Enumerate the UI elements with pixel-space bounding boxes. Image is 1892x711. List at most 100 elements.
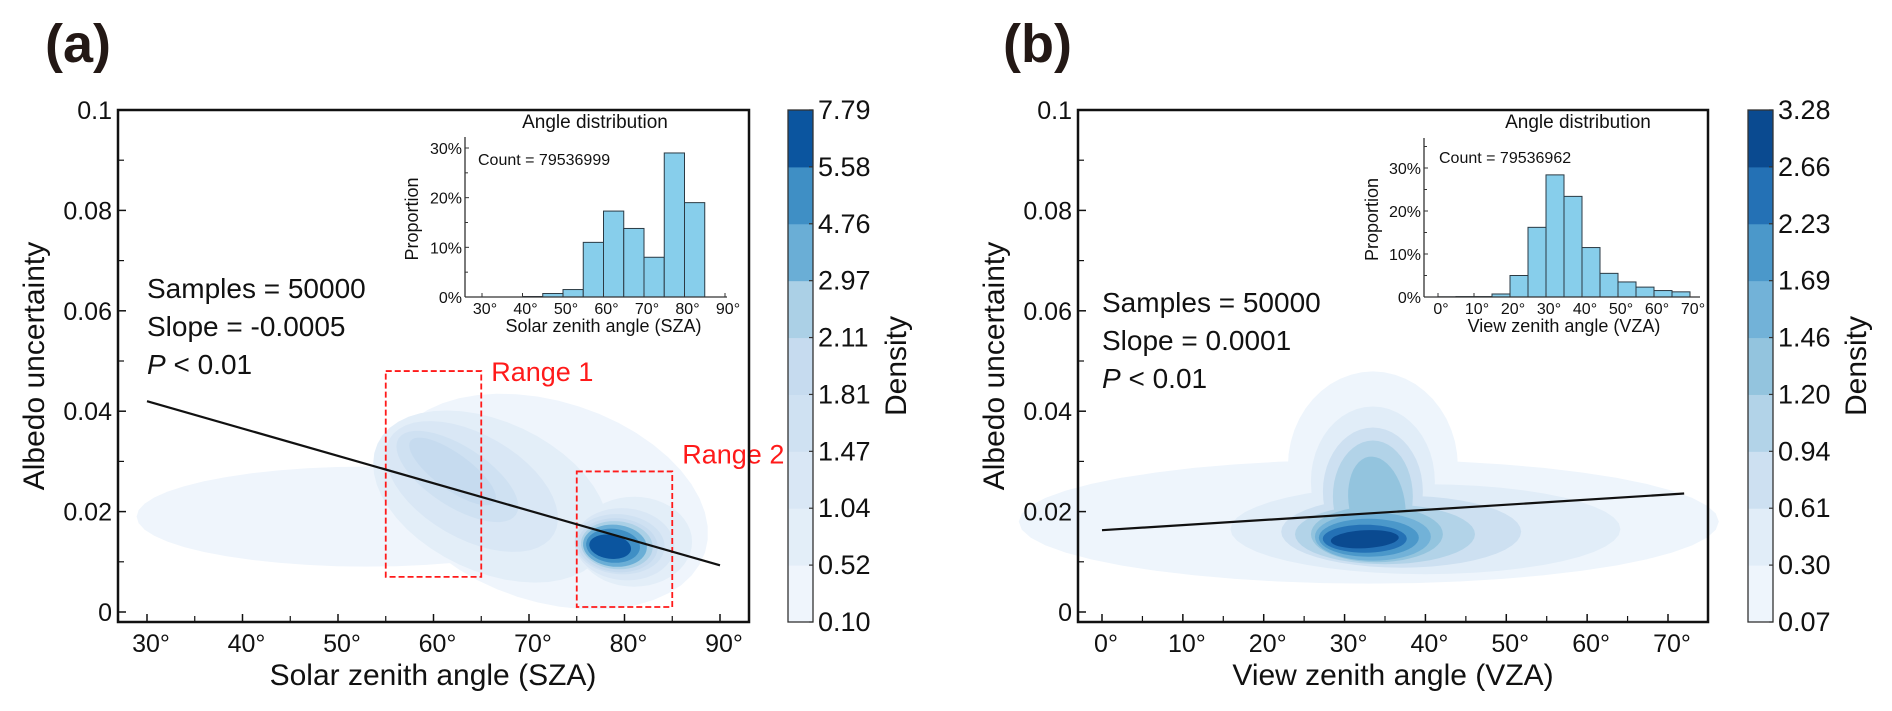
- inset-y-tick-label: 0%: [439, 290, 462, 307]
- histogram-bar: [1581, 247, 1601, 298]
- y-axis-a: 0 0.02 0.04 0.06 0.08 0.1: [63, 97, 126, 627]
- inset-y-axis-title: Proportion: [402, 177, 422, 260]
- inset-y-tick-label: 30%: [1389, 161, 1421, 178]
- x-tick-label: 80°: [610, 630, 648, 658]
- histogram-bar: [1563, 195, 1583, 298]
- inset-y-axis-title: Proportion: [1362, 178, 1382, 261]
- inset-x-tick-label: 30°: [473, 301, 497, 318]
- y-tick-label: 0.06: [63, 298, 112, 326]
- density-level-5: [409, 437, 496, 506]
- colorbar-segment: [1748, 337, 1773, 395]
- inset-x-tick-label: 80°: [675, 301, 699, 318]
- histogram-bar: [1653, 290, 1673, 298]
- y-tick-label: 0.1: [1037, 97, 1072, 125]
- histogram-bar: [582, 241, 604, 298]
- y-tick-label: 0.02: [63, 499, 112, 527]
- colorbar-frame: [1747, 109, 1774, 623]
- colorbar-tick-label: 4.76: [818, 209, 871, 239]
- histogram-bar: [663, 152, 685, 298]
- inset-x-tick-label: 50°: [554, 301, 578, 318]
- range-label-2: Range 2: [682, 439, 784, 469]
- x-tick-label: 50°: [1491, 630, 1529, 658]
- inset-x-tick-label: 60°: [594, 301, 618, 318]
- colorbar-tick-label: 1.81: [818, 379, 871, 409]
- histogram-bar: [623, 227, 645, 298]
- histogram-bar: [1599, 272, 1619, 298]
- colorbar-frame: [787, 109, 814, 623]
- inset-title: Angle distribution: [1505, 112, 1651, 133]
- y-axis-title-a: Albedo uncertainty: [18, 242, 51, 491]
- y-tick-label: 0.08: [63, 197, 112, 225]
- range-label-1: Range 1: [491, 357, 593, 387]
- density-level-9: [589, 534, 631, 559]
- histogram-bar: [1671, 291, 1691, 298]
- colorbar-tick-label: 1.69: [1778, 266, 1831, 296]
- x-tick-label: 40°: [1411, 630, 1449, 658]
- inset-y-tick-label: 20%: [430, 191, 462, 208]
- colorbar-tick-label: 0.94: [1778, 436, 1831, 466]
- y-axis-b: 0 0.02 0.04 0.06 0.08 0.1: [1023, 97, 1086, 627]
- regression-line-a: [146, 400, 721, 567]
- colorbar-b: 0.07 0.30 0.61 0.94 1.20 1.46 1.69 2.23 2.66 3.28…: [1747, 95, 1873, 637]
- inset-x-tick-label: 40°: [513, 301, 537, 318]
- x-tick-label: 0°: [1094, 630, 1118, 658]
- colorbar-segment: [788, 337, 813, 395]
- inset-count-label: Count = 79536962: [1439, 150, 1571, 167]
- colorbar-segment: [1748, 451, 1773, 509]
- histogram-bar: [684, 202, 706, 298]
- range-box-1: [384, 370, 483, 578]
- colorbar-title: Density: [880, 316, 913, 416]
- colorbar-tick-label: 1.46: [1778, 323, 1831, 353]
- colorbar-tick-label: 0.30: [1778, 550, 1831, 580]
- colorbar-tick-label: 2.66: [1778, 152, 1831, 182]
- plot-frame-b: [1076, 108, 1710, 624]
- colorbar-segment: [1748, 565, 1773, 623]
- colorbar-tick-label: 5.58: [818, 152, 871, 182]
- inset-x-tick-label: 30°: [1537, 301, 1561, 318]
- colorbar-tick-label: 0.61: [1778, 493, 1831, 523]
- inset-x-tick-label: 20°: [1501, 301, 1525, 318]
- histogram-bar: [1617, 281, 1637, 298]
- regression-line-b: [1101, 492, 1685, 532]
- histogram-bar: [1635, 286, 1655, 298]
- inset-x-tick-label: 70°: [1681, 301, 1705, 318]
- histogram-bar: [562, 289, 584, 298]
- inset-y-tick-label: 0%: [1398, 290, 1421, 307]
- x-axis-a: 30° 40° 50° 60° 70° 80° 90°: [132, 614, 743, 658]
- colorbar-segment: [1748, 166, 1773, 225]
- x-axis-title-a: Solar zenith angle (SZA): [270, 659, 597, 692]
- inset-x-tick-label: 10°: [1465, 301, 1489, 318]
- colorbar-tick-label: 0.10: [818, 607, 871, 637]
- stats-annotation-a: Samples = 50000 Slope = -0.0005 P < 0.01: [147, 273, 366, 380]
- range-box-2: [575, 470, 674, 608]
- inset-count-label: Count = 79536999: [478, 152, 610, 169]
- y-tick-label: 0.06: [1023, 298, 1072, 326]
- y-tick-label: 0: [98, 599, 112, 627]
- panel-b-label: (b): [1003, 14, 1072, 74]
- colorbar-segment: [1748, 508, 1773, 566]
- p-value-text-a: P < 0.01: [147, 349, 252, 380]
- x-tick-label: 70°: [1653, 630, 1691, 658]
- y-tick-label: 0.08: [1023, 197, 1072, 225]
- inset-x-tick-label: 60°: [1645, 301, 1669, 318]
- panel-b: (b) 0° 10° 20° 30° 40° 50° 60° 70° 0 0.02 0.04 0.0…: [978, 14, 1873, 692]
- colorbar-segment: [788, 110, 813, 168]
- range-boxes: Range 1 Range 2: [384, 357, 784, 608]
- colorbar-title: Density: [1840, 316, 1873, 416]
- y-tick-label: 0.02: [1023, 499, 1072, 527]
- x-axis-b: 0° 10° 20° 30° 40° 50° 60° 70°: [1094, 614, 1691, 658]
- colorbar-segment: [1748, 110, 1773, 168]
- slope-text-b: Slope = 0.0001: [1102, 325, 1291, 356]
- x-tick-label: 70°: [514, 630, 552, 658]
- samples-text-a: Samples = 50000: [147, 273, 366, 304]
- histogram-bar: [603, 210, 625, 298]
- inset-x-tick-label: 70°: [635, 301, 659, 318]
- colorbar-tick-label: 1.20: [1778, 379, 1831, 409]
- colorbar-segment: [1748, 394, 1773, 452]
- colorbar-tick-label: 1.04: [818, 493, 871, 523]
- density-contours-b: [1018, 371, 1719, 584]
- inset-x-tick-label: 50°: [1609, 301, 1633, 318]
- colorbar-segment: [788, 394, 813, 452]
- x-tick-label: 50°: [323, 630, 361, 658]
